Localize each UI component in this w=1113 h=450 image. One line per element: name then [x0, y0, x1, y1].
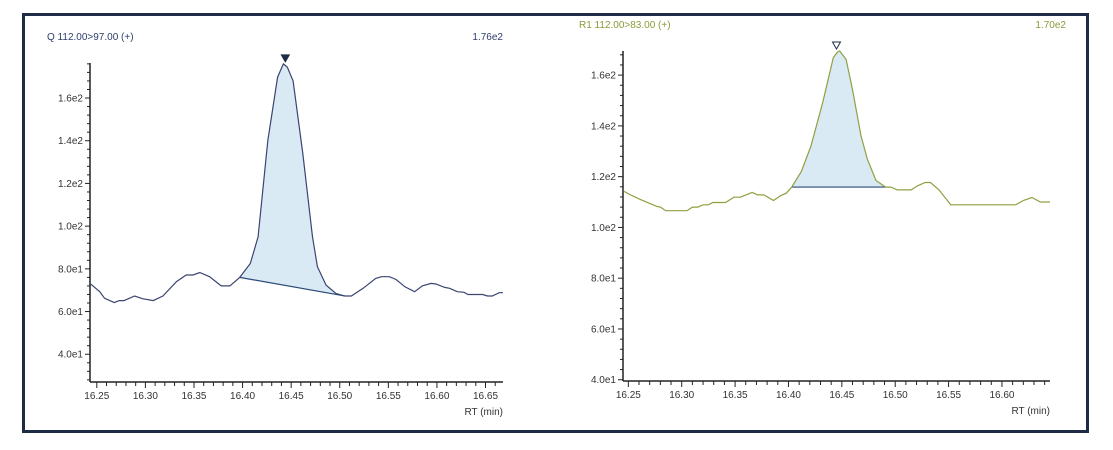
y-tick-label: 1.2e2: [591, 172, 616, 183]
y-tick-label: 1.4e2: [58, 136, 83, 147]
peak-apex-marker-icon: [831, 41, 842, 51]
y-tick-label: 6.0e1: [58, 307, 83, 318]
x-tick-label: 16.30: [133, 391, 158, 402]
x-tick-label: 16.65: [473, 391, 498, 402]
chromatogram-frame: [22, 13, 1089, 433]
chromatogram-trace: [623, 50, 1050, 212]
chart-panel-1: Q 112.00>97.00 (+) 1.76e2 4.0e1 6.0e1 8.0e1 1…: [47, 32, 503, 418]
chart-panel-2: R1 112.00>83.00 (+) 1.70e2 4.0e1 6.0e1 8.0e1…: [579, 20, 1066, 417]
x-tick-label: 16.40: [776, 390, 801, 401]
x-tick-label: 16.25: [616, 390, 641, 401]
y-tick-label: 8.0e1: [591, 274, 616, 285]
max-intensity-label: 1.76e2: [472, 32, 503, 43]
integration-baseline: [239, 276, 345, 297]
x-tick-label: 16.30: [669, 390, 694, 401]
y-tick-label: 1.6e2: [58, 94, 83, 105]
y-tick-label: 1.0e2: [591, 223, 616, 234]
x-tick-label: 16.40: [230, 391, 255, 402]
y-tick-label: 1.4e2: [591, 121, 616, 132]
x-tick-label: 16.60: [424, 391, 449, 402]
x-tick-label: 16.55: [376, 391, 401, 402]
y-tick-label: 1.2e2: [58, 179, 83, 190]
peak-area-fill: [791, 51, 886, 188]
chromatogram-trace: [89, 62, 503, 304]
x-tick-label: 16.55: [936, 390, 961, 401]
y-tick-label: 4.0e1: [591, 375, 616, 386]
y-tick-label: 6.0e1: [591, 324, 616, 335]
chart-title: Q 112.00>97.00 (+): [47, 32, 134, 43]
x-tick-label: 16.45: [829, 390, 854, 401]
y-tick-label: 1.0e2: [58, 222, 83, 233]
x-tick-label: 16.50: [883, 390, 908, 401]
chart-title: R1 112.00>83.00 (+): [579, 20, 671, 31]
peak-apex-marker-icon: [280, 54, 291, 63]
peak-area-fill: [239, 63, 345, 296]
x-tick-label: 16.45: [279, 391, 304, 402]
y-tick-label: 8.0e1: [58, 264, 83, 275]
y-tick-label: 1.6e2: [591, 71, 616, 82]
x-tick-label: 16.35: [181, 391, 206, 402]
x-axis-label: RT (min): [464, 407, 503, 418]
x-tick-label: 16.60: [989, 390, 1014, 401]
y-tick-label: 4.0e1: [58, 350, 83, 361]
max-intensity-label: 1.70e2: [1035, 20, 1066, 31]
x-axis-label: RT (min): [1011, 406, 1050, 417]
x-tick-label: 16.35: [723, 390, 748, 401]
x-tick-label: 16.50: [327, 391, 352, 402]
x-tick-label: 16.25: [84, 391, 109, 402]
